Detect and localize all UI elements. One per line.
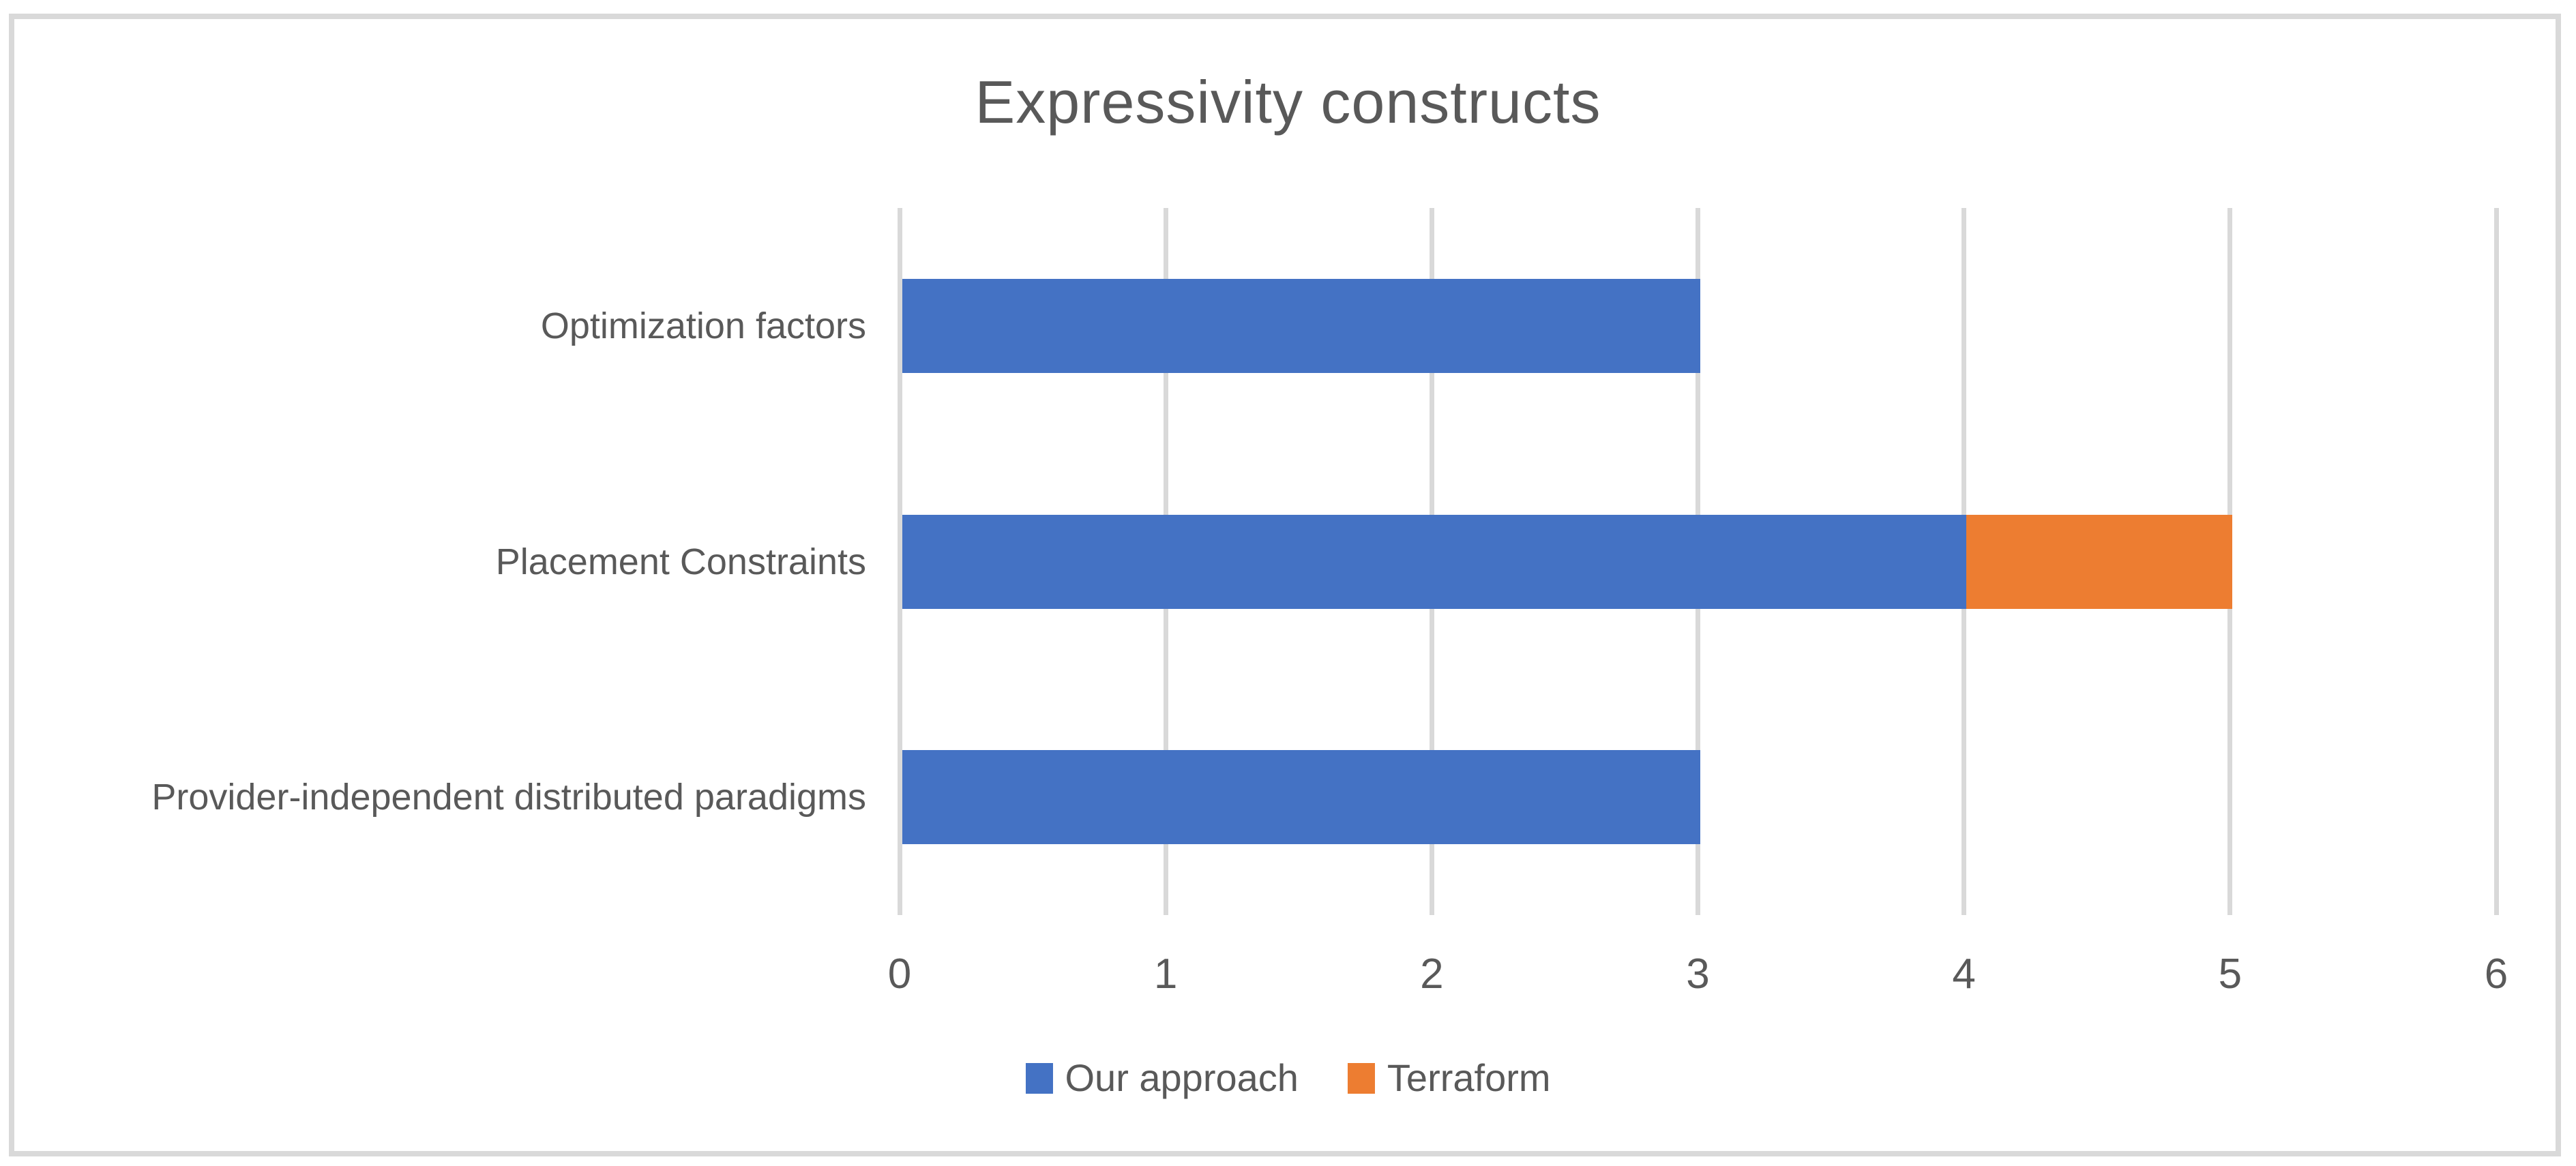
legend-item-terraform: Terraform (1347, 1056, 1551, 1101)
chart-legend: Our approach Terraform (1025, 1056, 1551, 1101)
x-axis-tick-label: 4 (1952, 951, 1976, 998)
x-axis-tick-label: 2 (1420, 951, 1444, 998)
x-axis-tick-label: 5 (2218, 951, 2242, 998)
x-axis-tick-label: 6 (2484, 951, 2508, 998)
gridline (2493, 208, 2499, 915)
category-label-optimization-factors: Optimization factors (540, 305, 866, 346)
legend-item-our-approach: Our approach (1025, 1056, 1299, 1101)
x-axis-tick-label: 3 (1686, 951, 1710, 998)
category-label-provider-independent-distributed-paradigms: Provider-independent distributed paradig… (151, 777, 866, 818)
gridline (897, 208, 902, 915)
legend-label-our-approach: Our approach (1065, 1056, 1299, 1099)
bar-segment-our-approach (902, 278, 1700, 373)
bar-segment-our-approach (902, 514, 1967, 609)
legend-swatch-terraform (1347, 1062, 1375, 1094)
legend-label-terraform: Terraform (1387, 1056, 1551, 1099)
bar-segment-our-approach (902, 750, 1700, 845)
bar-segment-terraform (1966, 514, 2233, 609)
chart-title: Expressivity constructs (975, 68, 1601, 136)
legend-swatch-our-approach (1025, 1062, 1053, 1094)
x-axis-tick-label: 0 (887, 951, 912, 998)
category-label-placement-constraints: Placement Constraints (495, 541, 866, 582)
x-axis-tick-label: 1 (1153, 951, 1178, 998)
